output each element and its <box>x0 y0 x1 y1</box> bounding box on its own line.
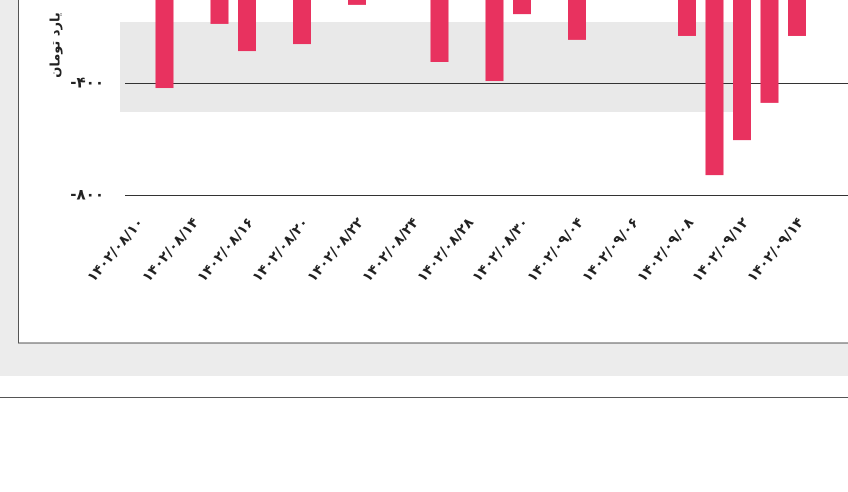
y-axis-label: یارد تومان <box>49 12 64 78</box>
bar <box>705 0 724 176</box>
bar <box>348 0 366 5</box>
bar <box>678 0 696 36</box>
y-tick-label: -۴۰۰ <box>70 74 104 92</box>
bar <box>238 0 256 52</box>
bar <box>430 0 449 62</box>
bar <box>568 0 586 40</box>
bar <box>513 0 531 15</box>
bar <box>485 0 504 82</box>
y-tick-label: -۸۰۰ <box>70 186 104 204</box>
bar <box>733 0 751 141</box>
bar <box>760 0 779 103</box>
bar <box>788 0 806 36</box>
bar <box>293 0 311 45</box>
bar <box>210 0 229 24</box>
bar <box>155 0 174 89</box>
